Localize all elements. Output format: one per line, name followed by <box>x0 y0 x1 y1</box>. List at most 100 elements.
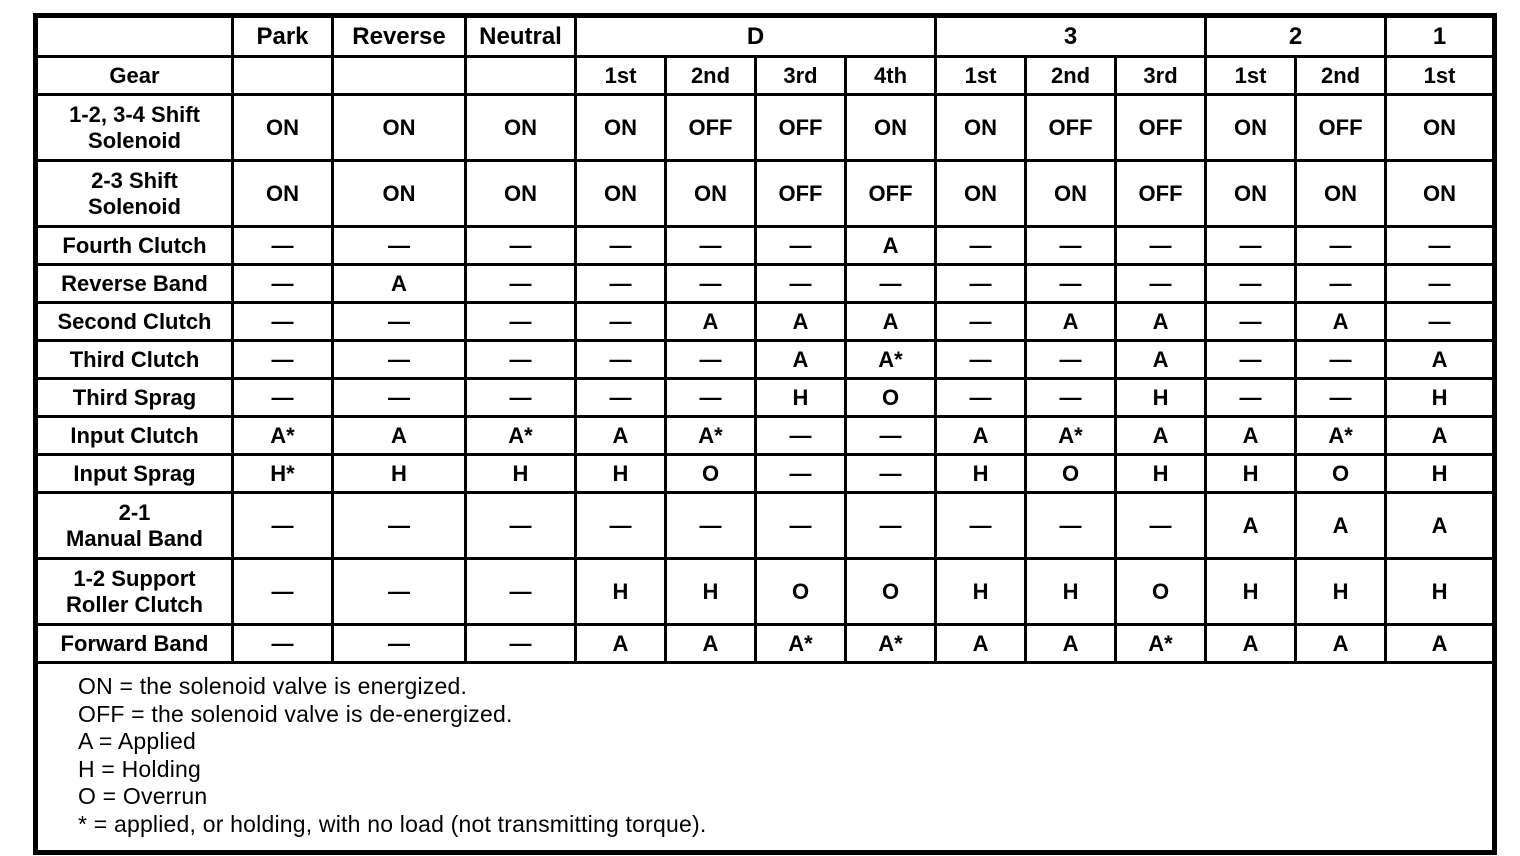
value-cell: A <box>664 301 757 342</box>
value-cell: A <box>843 301 938 342</box>
gear-blank-neutral <box>464 55 577 96</box>
value-cell: A <box>574 623 667 664</box>
clutch-band-application-chart: Park Reverse Neutral D 3 2 1 Gear 1st 2n… <box>33 13 1498 855</box>
row-label: Input Clutch <box>34 415 234 456</box>
value-cell: — <box>934 377 1028 418</box>
gear-header-row: Gear 1st 2nd 3rd 4th 1st 2nd 3rd 1st 2nd… <box>34 55 1497 96</box>
gear-label: Gear <box>34 55 234 96</box>
value-cell: — <box>1204 377 1298 418</box>
legend-line-off: OFF = the solenoid valve is de-energized… <box>78 700 513 727</box>
gear-cell: 3rd <box>1114 55 1208 96</box>
gear-cell: 1st <box>574 55 667 96</box>
value-cell: H <box>1114 377 1208 418</box>
value-cell: H <box>754 377 847 418</box>
gear-blank-park <box>231 55 334 96</box>
value-cell: O <box>664 453 757 494</box>
value-cell: — <box>1024 225 1118 266</box>
value-cell: A <box>1204 491 1298 560</box>
value-cell: — <box>574 301 667 342</box>
value-cell: H <box>934 557 1028 626</box>
value-cell: — <box>331 623 467 664</box>
value-cell: H <box>1204 557 1298 626</box>
value-cell: — <box>1204 225 1298 266</box>
value-cell: A <box>934 623 1028 664</box>
value-cell: — <box>231 557 334 626</box>
value-cell: — <box>574 263 667 304</box>
value-cell: H <box>1114 453 1208 494</box>
component-row: 2-1 Manual Band — — — — — — — — — — A A A <box>34 491 1497 560</box>
value-cell: — <box>464 339 577 380</box>
value-cell: — <box>1024 339 1118 380</box>
gear-blank-reverse <box>331 55 467 96</box>
value-cell: A <box>754 339 847 380</box>
value-cell: ON <box>464 159 577 228</box>
value-cell: — <box>934 301 1028 342</box>
row-label: Forward Band <box>34 623 234 664</box>
value-cell: — <box>331 301 467 342</box>
value-cell: ON <box>331 159 467 228</box>
value-cell: ON <box>934 159 1028 228</box>
value-cell: A <box>1204 415 1298 456</box>
value-cell: — <box>664 225 757 266</box>
value-cell: — <box>1294 263 1388 304</box>
value-cell: A <box>1294 301 1388 342</box>
value-cell: ON <box>1204 159 1298 228</box>
value-cell: — <box>464 377 577 418</box>
value-cell: — <box>664 263 757 304</box>
gear-cell: 1st <box>1204 55 1298 96</box>
value-cell: — <box>1294 377 1388 418</box>
value-cell: ON <box>664 159 757 228</box>
value-cell: H <box>574 453 667 494</box>
value-cell: O <box>1294 453 1388 494</box>
value-cell: — <box>331 377 467 418</box>
value-cell: — <box>464 557 577 626</box>
value-cell: A <box>1384 339 1497 380</box>
value-cell: A <box>664 623 757 664</box>
value-cell: ON <box>934 93 1028 162</box>
value-cell: — <box>843 415 938 456</box>
corner-cell <box>34 14 234 58</box>
component-row: Input Sprag H* H H H O — — H O H H O H <box>34 453 1497 494</box>
component-row: Third Clutch — — — — — A A* — — A — — A <box>34 339 1497 380</box>
value-cell: H <box>1294 557 1388 626</box>
value-cell: — <box>464 225 577 266</box>
value-cell: — <box>231 301 334 342</box>
value-cell: ON <box>1384 93 1497 162</box>
component-row: 1-2, 3-4 Shift Solenoid ON ON ON ON OFF OFF ON O… <box>34 93 1497 162</box>
row-label: Fourth Clutch <box>34 225 234 266</box>
gear-cell: 2nd <box>1024 55 1118 96</box>
value-cell: — <box>231 339 334 380</box>
row-label: Reverse Band <box>34 263 234 304</box>
value-cell: O <box>1024 453 1118 494</box>
value-cell: — <box>331 225 467 266</box>
value-cell: H <box>934 453 1028 494</box>
range-drive: D <box>573 14 938 58</box>
value-cell: OFF <box>1114 159 1208 228</box>
value-cell: A <box>1114 415 1208 456</box>
component-row: Reverse Band — A — — — — — — — — — — — <box>34 263 1497 304</box>
value-cell: ON <box>231 93 334 162</box>
value-cell: A <box>843 225 938 266</box>
value-cell: — <box>464 263 577 304</box>
value-cell: — <box>934 225 1028 266</box>
value-cell: ON <box>1384 159 1497 228</box>
value-cell: — <box>843 453 938 494</box>
legend-line-holding: H = Holding <box>78 755 202 782</box>
value-cell: — <box>574 377 667 418</box>
legend-line-applied: A = Applied <box>78 728 196 754</box>
component-row: Fourth Clutch — — — — — — A — — — — — — <box>34 225 1497 266</box>
value-cell: H <box>1384 557 1497 626</box>
range-1: 1 <box>1384 14 1497 58</box>
value-cell: ON <box>1294 159 1388 228</box>
legend-line-on: ON = the solenoid valve is energized. <box>78 673 468 699</box>
value-cell: — <box>574 339 667 380</box>
value-cell: A <box>1024 623 1118 664</box>
row-label: 1-2 Support Roller Clutch <box>34 557 234 626</box>
value-cell: A <box>331 415 467 456</box>
value-cell: — <box>754 263 847 304</box>
row-label: Second Clutch <box>34 301 234 342</box>
value-cell: — <box>231 491 334 560</box>
value-cell: O <box>843 557 938 626</box>
value-cell: A* <box>231 415 334 456</box>
value-cell: H <box>1204 453 1298 494</box>
